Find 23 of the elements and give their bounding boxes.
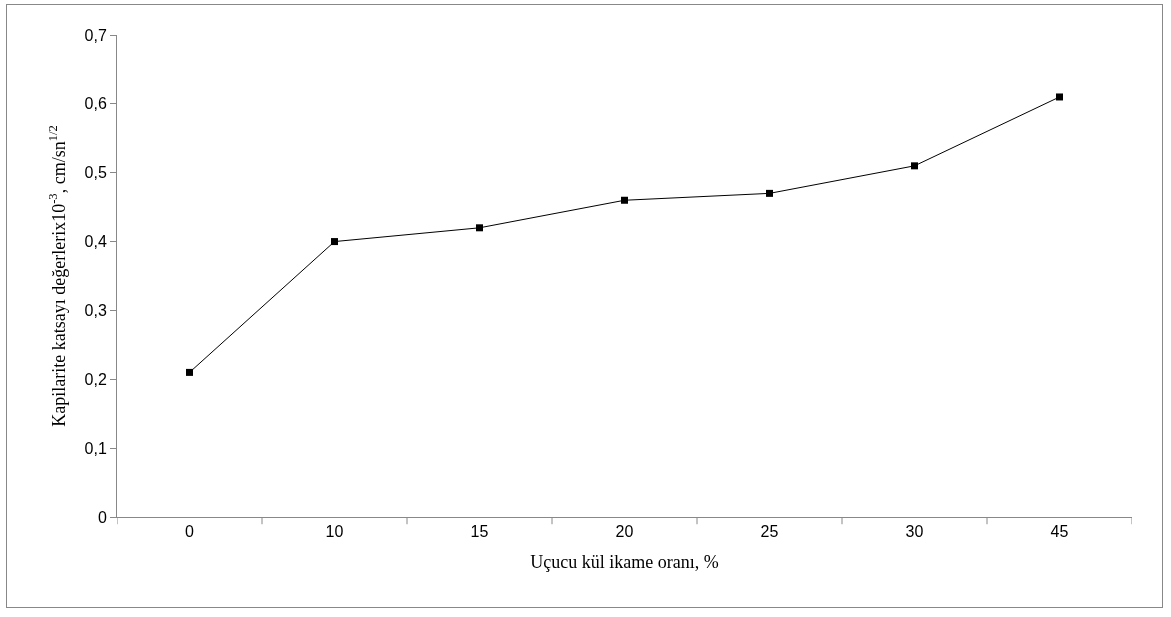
x-tick-label: 10 <box>325 523 344 541</box>
x-tick-label: 0 <box>185 523 195 541</box>
y-tick-label: 0,5 <box>84 164 107 182</box>
y-tick-label: 0,6 <box>84 95 107 113</box>
point <box>1056 93 1063 101</box>
x-axis-title: Uçucu kül ikame oranı, % <box>530 552 719 573</box>
y-tick-label: 0,4 <box>84 233 107 251</box>
x-tick-label: 20 <box>615 523 634 541</box>
point <box>186 368 193 376</box>
y-tick-label: 0 <box>97 508 107 526</box>
point <box>476 224 483 232</box>
point <box>766 189 773 197</box>
point <box>331 238 338 246</box>
y-tick-label: 0,1 <box>84 439 107 457</box>
point <box>621 196 628 204</box>
x-tick-label: 45 <box>1050 523 1069 541</box>
y-tick-label: 0,3 <box>84 302 107 320</box>
x-tick-label: 30 <box>905 523 924 541</box>
y-tick-label: 0,7 <box>84 26 107 44</box>
point <box>911 162 918 170</box>
x-tick-label: 25 <box>760 523 779 541</box>
x-tick-label: 15 <box>470 523 489 541</box>
y-tick-label: 0,2 <box>84 370 107 388</box>
